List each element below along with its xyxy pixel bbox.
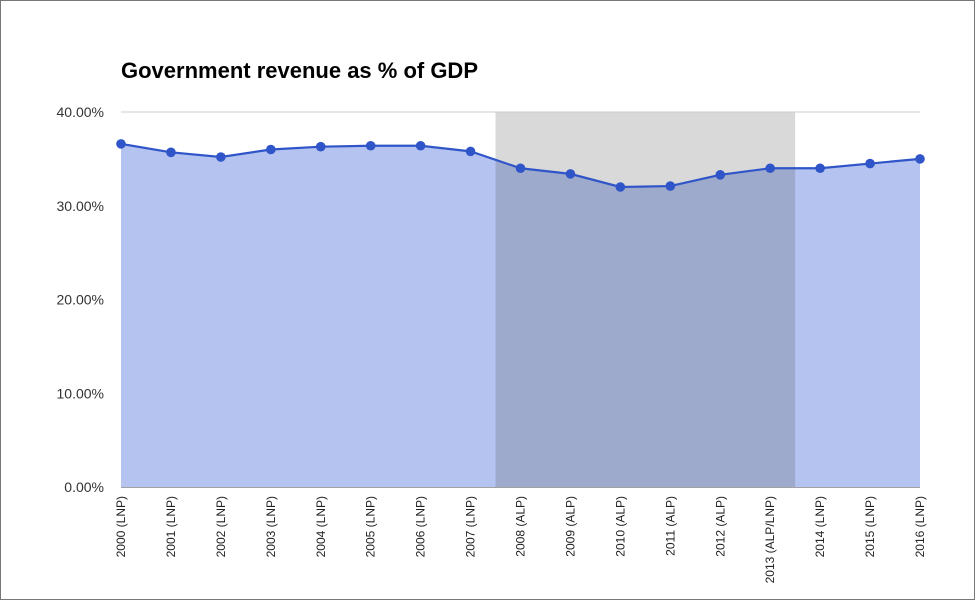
y-tick-label: 0.00% [64, 479, 104, 495]
y-axis-ticks: 0.00% 10.00% 20.00% 30.00% 40.00% [57, 104, 104, 495]
x-tick-label: 2007 (LNP) [464, 496, 478, 557]
x-tick-label: 2008 (ALP) [514, 496, 528, 557]
x-tick-label: 2004 (LNP) [314, 496, 328, 557]
data-point [415, 140, 426, 151]
data-point [216, 152, 226, 162]
data-point [915, 154, 925, 164]
data-point [715, 170, 726, 180]
highlight-overlap-layer [495, 159, 796, 487]
y-tick-label: 10.00% [57, 385, 104, 401]
x-tick-label: 2016 (LNP) [913, 496, 927, 557]
x-tick-label: 2015 (LNP) [863, 496, 877, 557]
data-point [765, 163, 775, 174]
x-tick-label: 2002 (LNP) [214, 496, 228, 557]
data-point [865, 158, 875, 169]
x-tick-label: 2006 (LNP) [414, 496, 428, 557]
data-point [365, 140, 376, 151]
data-point [116, 139, 126, 149]
x-tick-label: 2000 (LNP) [114, 496, 128, 557]
x-tick-label: 2014 (LNP) [813, 496, 827, 557]
x-tick-label: 2013 (ALP/LNP) [763, 496, 777, 583]
data-point [565, 169, 576, 179]
x-axis-ticks: 2000 (LNP) 2001 (LNP) 2002 (LNP) 2003 (LNP)… [114, 496, 927, 583]
data-point [465, 146, 476, 157]
x-tick-label: 2005 (LNP) [364, 496, 378, 557]
x-tick-label: 2012 (ALP) [713, 496, 727, 557]
y-tick-label: 40.00% [57, 104, 104, 120]
data-point [815, 163, 825, 174]
data-point [166, 147, 176, 158]
chart-title: Government revenue as % of GDP [121, 58, 478, 83]
y-tick-label: 30.00% [57, 198, 104, 214]
x-tick-label: 2010 (ALP) [613, 496, 627, 557]
data-point [665, 181, 676, 191]
x-tick-label: 2003 (LNP) [264, 496, 278, 557]
data-point [515, 163, 526, 174]
data-point [315, 141, 326, 152]
x-tick-label: 2011 (ALP) [663, 496, 677, 556]
highlight-area-overlap [495, 159, 796, 487]
x-tick-label: 2001 (LNP) [164, 496, 178, 557]
data-point [615, 182, 626, 192]
data-point [266, 144, 276, 155]
y-tick-label: 20.00% [57, 292, 104, 308]
x-tick-label: 2009 (ALP) [563, 496, 577, 557]
data-points [116, 139, 925, 192]
